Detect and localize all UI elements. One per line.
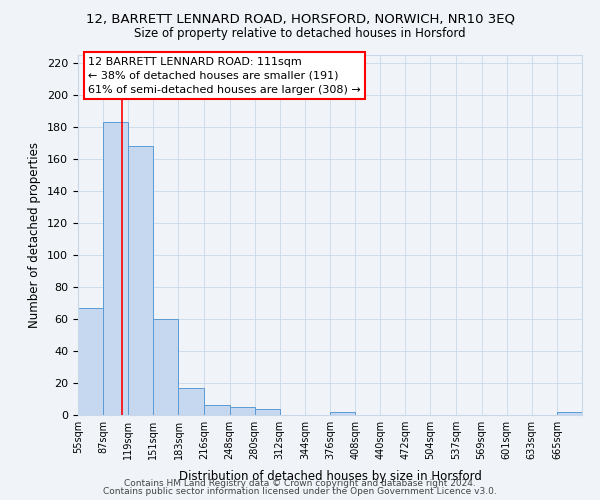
Text: Contains public sector information licensed under the Open Government Licence v3: Contains public sector information licen… <box>103 487 497 496</box>
Text: Contains HM Land Registry data © Crown copyright and database right 2024.: Contains HM Land Registry data © Crown c… <box>124 478 476 488</box>
X-axis label: Distribution of detached houses by size in Horsford: Distribution of detached houses by size … <box>179 470 481 484</box>
Bar <box>230 407 254 415</box>
Y-axis label: Number of detached properties: Number of detached properties <box>28 142 41 328</box>
Bar <box>103 122 128 415</box>
Bar <box>154 319 178 415</box>
Text: Size of property relative to detached houses in Horsford: Size of property relative to detached ho… <box>134 28 466 40</box>
Bar <box>78 308 103 415</box>
Bar <box>254 408 280 415</box>
Bar <box>205 406 230 415</box>
Bar <box>178 388 205 415</box>
Bar <box>557 412 582 415</box>
Bar <box>128 146 154 415</box>
Text: 12 BARRETT LENNARD ROAD: 111sqm
← 38% of detached houses are smaller (191)
61% o: 12 BARRETT LENNARD ROAD: 111sqm ← 38% of… <box>88 57 361 95</box>
Text: 12, BARRETT LENNARD ROAD, HORSFORD, NORWICH, NR10 3EQ: 12, BARRETT LENNARD ROAD, HORSFORD, NORW… <box>86 12 515 26</box>
Bar <box>330 412 355 415</box>
